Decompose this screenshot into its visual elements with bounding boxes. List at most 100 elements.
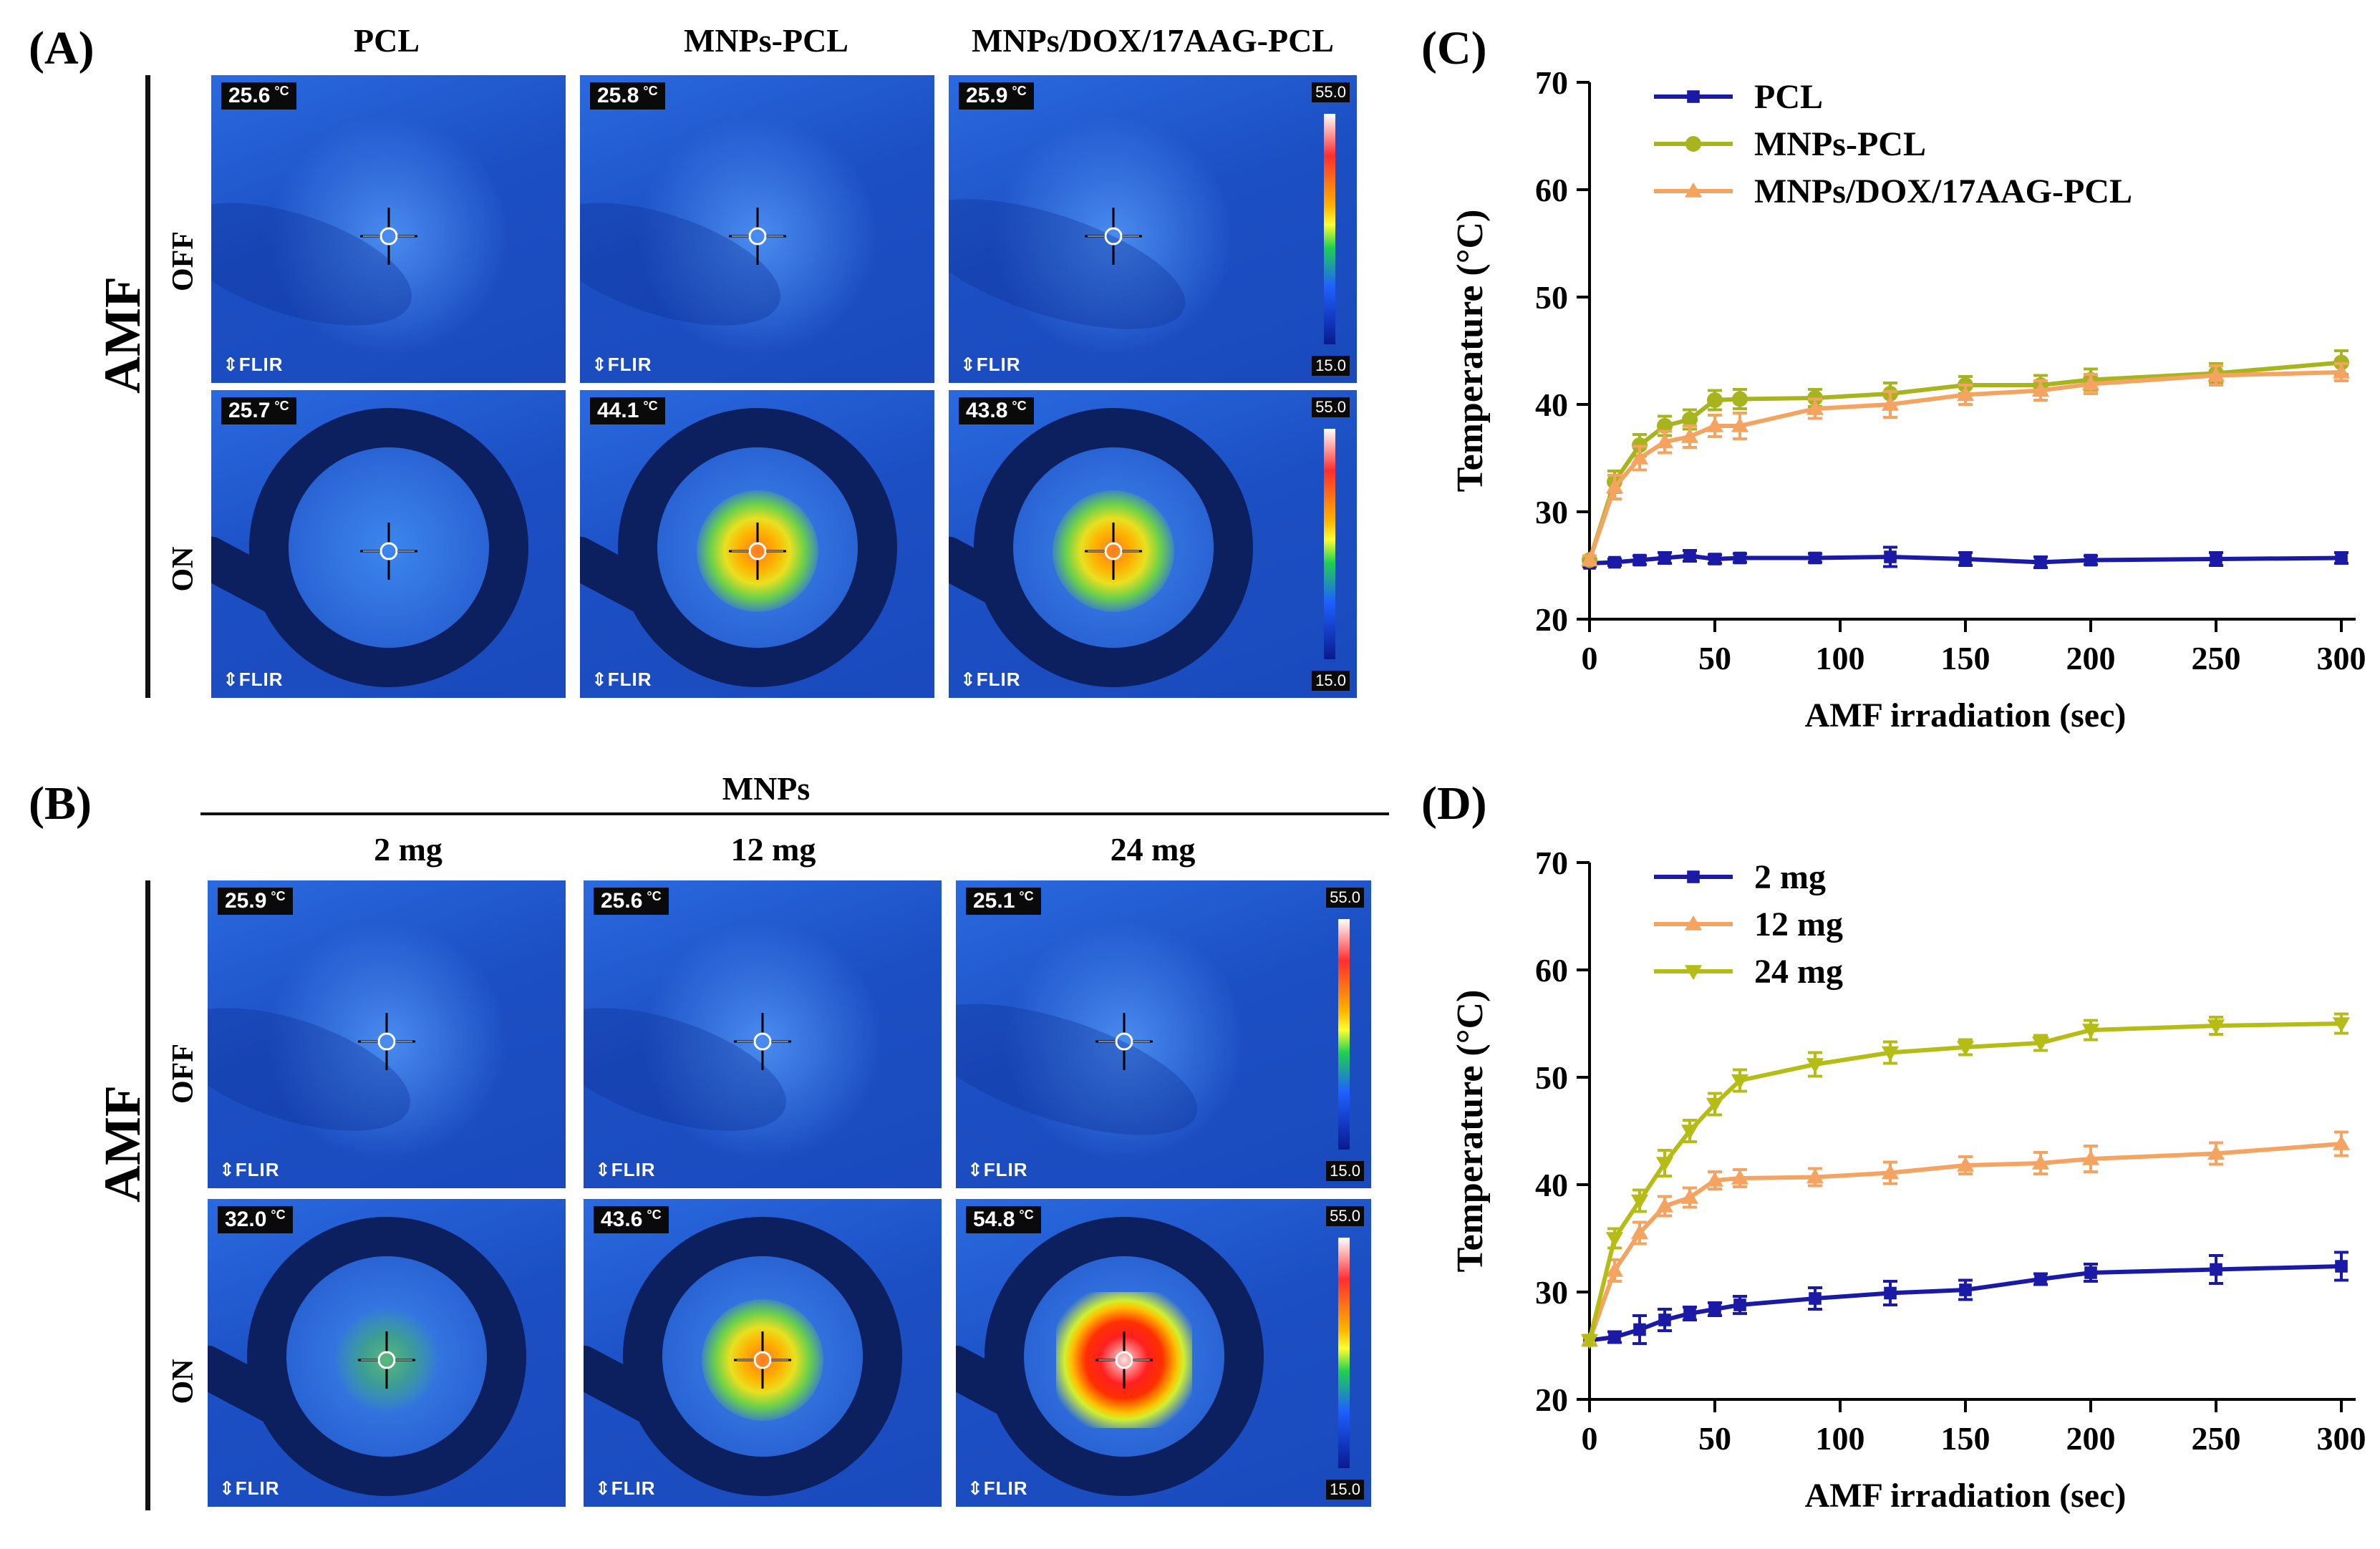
color-scale: 55.0 15.0: [1307, 397, 1350, 691]
amf-label-a: AMF: [94, 276, 151, 394]
data-point: [1605, 478, 1624, 494]
series-2-mg: [1582, 1251, 2348, 1347]
data-point: [1956, 1156, 1975, 1172]
data-point: [1731, 1074, 1749, 1089]
data-point: [2332, 363, 2351, 379]
scale-min: 15.0: [1312, 356, 1350, 376]
spot-temperature: 54.8 °C: [966, 1206, 1041, 1233]
data-point: [1682, 412, 1698, 427]
spot-temperature: 25.9 °C: [218, 888, 293, 915]
series-line: [1589, 1264, 2342, 1343]
spot-temperature: 43.6 °C: [594, 1206, 669, 1233]
measurement-crosshair-icon: [734, 1331, 791, 1389]
y-axis-label: Temperature (°C): [1450, 990, 1491, 1273]
data-point: [1706, 417, 1724, 432]
thermal-b-2mg-off: 25.9 °C ⇕FLIR: [208, 880, 566, 1188]
spot-temperature: 25.9 °C: [959, 82, 1034, 110]
spot-temperature: 25.1 °C: [966, 888, 1041, 915]
panel-label-a: (A): [29, 22, 95, 74]
column-title-12mg: 12 mg: [730, 831, 816, 868]
data-point: [1959, 1283, 1972, 1296]
data-point: [1706, 1171, 1724, 1187]
thermal-a-pcl-on: 25.7 °C ⇕FLIR: [211, 390, 566, 698]
data-point: [1733, 551, 1746, 565]
series-line: [1587, 370, 2342, 561]
y-axis-label: Temperature (°C): [1450, 210, 1491, 492]
legend-marker: [1687, 870, 1700, 883]
thermal-a-pcl-off: 25.6 °C ⇕FLIR: [211, 75, 566, 383]
thermal-b-12mg-off: 25.6 °C ⇕FLIR: [584, 880, 942, 1188]
data-point: [1884, 550, 1897, 563]
data-point: [2335, 1260, 2348, 1273]
thermal-b-12mg-on: 43.6 °C ⇕FLIR: [584, 1199, 942, 1507]
x-tick-label: 300: [2317, 1420, 2366, 1457]
measurement-crosshair-icon: [728, 208, 786, 265]
x-tick-label: 250: [2192, 640, 2241, 676]
x-axis-label: AMF irradiation (sec): [1805, 1477, 2127, 1515]
x-tick-label: 50: [1698, 1420, 1731, 1457]
data-point: [1708, 1303, 1721, 1316]
flir-logo: ⇕FLIR: [591, 354, 652, 375]
data-point: [2332, 1017, 2351, 1033]
data-point: [1630, 1224, 1649, 1240]
measurement-crosshair-icon: [1095, 1331, 1153, 1389]
data-point: [1658, 551, 1671, 565]
amf-label-b: AMF: [94, 1085, 151, 1203]
data-point: [1683, 1307, 1696, 1320]
column-title-2mg: 2 mg: [374, 831, 442, 868]
data-point: [2034, 555, 2047, 569]
legend-marker: [1684, 965, 1703, 981]
data-point: [1658, 1314, 1671, 1326]
y-tick-label: 60: [1535, 172, 1568, 208]
data-point: [2335, 551, 2348, 565]
scale-min: 15.0: [1326, 1161, 1364, 1181]
y-tick-label: 30: [1535, 1274, 1568, 1311]
data-point: [1732, 391, 1748, 407]
column-title-pcl: PCL: [354, 22, 420, 59]
x-tick-label: 150: [1941, 1420, 1990, 1457]
measurement-crosshair-icon: [358, 1013, 415, 1070]
flir-logo: ⇕FLIR: [960, 354, 1021, 375]
color-scale: 55.0 15.0: [1321, 888, 1364, 1181]
spot-temperature: 25.6 °C: [221, 82, 296, 110]
measurement-crosshair-icon: [1085, 208, 1142, 265]
x-axis-label: AMF irradiation (sec): [1805, 696, 2127, 734]
data-point: [2081, 1150, 2100, 1165]
spot-temperature: 25.8 °C: [590, 82, 665, 110]
panel-label-d: (D): [1421, 777, 1487, 830]
data-point: [2210, 1263, 2222, 1276]
series-mnps-pcl: [1582, 349, 2349, 568]
flir-logo: ⇕FLIR: [591, 669, 652, 690]
data-point: [2034, 1273, 2047, 1286]
x-tick-label: 300: [2317, 640, 2366, 676]
series-mnps-dox-17aag-pcl: [1580, 362, 2351, 567]
data-point: [2084, 1266, 2097, 1279]
flir-logo: ⇕FLIR: [219, 1477, 280, 1499]
measurement-crosshair-icon: [1085, 523, 1142, 580]
x-tick-label: 150: [1941, 640, 1990, 676]
y-tick-label: 30: [1535, 494, 1568, 530]
data-point: [1881, 1164, 1900, 1180]
data-point: [2210, 553, 2222, 565]
data-point: [1655, 1157, 1674, 1172]
series-24-mg: [1580, 1012, 2351, 1349]
y-tick-label: 40: [1535, 387, 1568, 423]
data-point: [2332, 1135, 2351, 1150]
data-point: [2207, 1019, 2225, 1035]
data-point: [2084, 553, 2097, 567]
data-point: [1683, 549, 1696, 563]
scale-min: 15.0: [1312, 671, 1350, 691]
x-tick-label: 0: [1582, 640, 1598, 676]
data-point: [1884, 1286, 1897, 1300]
x-tick-label: 250: [2192, 1420, 2241, 1457]
series-pcl: [1582, 545, 2348, 570]
row-label-off-b: OFF: [167, 1044, 200, 1104]
legend-marker: [1687, 90, 1700, 103]
y-tick-label: 40: [1535, 1167, 1568, 1203]
data-point: [1708, 553, 1721, 565]
x-tick-label: 0: [1582, 1420, 1598, 1457]
legend-label: MNPs-PCL: [1754, 125, 1926, 163]
data-point: [2031, 1154, 2050, 1170]
legend-label: 2 mg: [1754, 858, 1826, 896]
scale-max: 55.0: [1326, 888, 1364, 908]
